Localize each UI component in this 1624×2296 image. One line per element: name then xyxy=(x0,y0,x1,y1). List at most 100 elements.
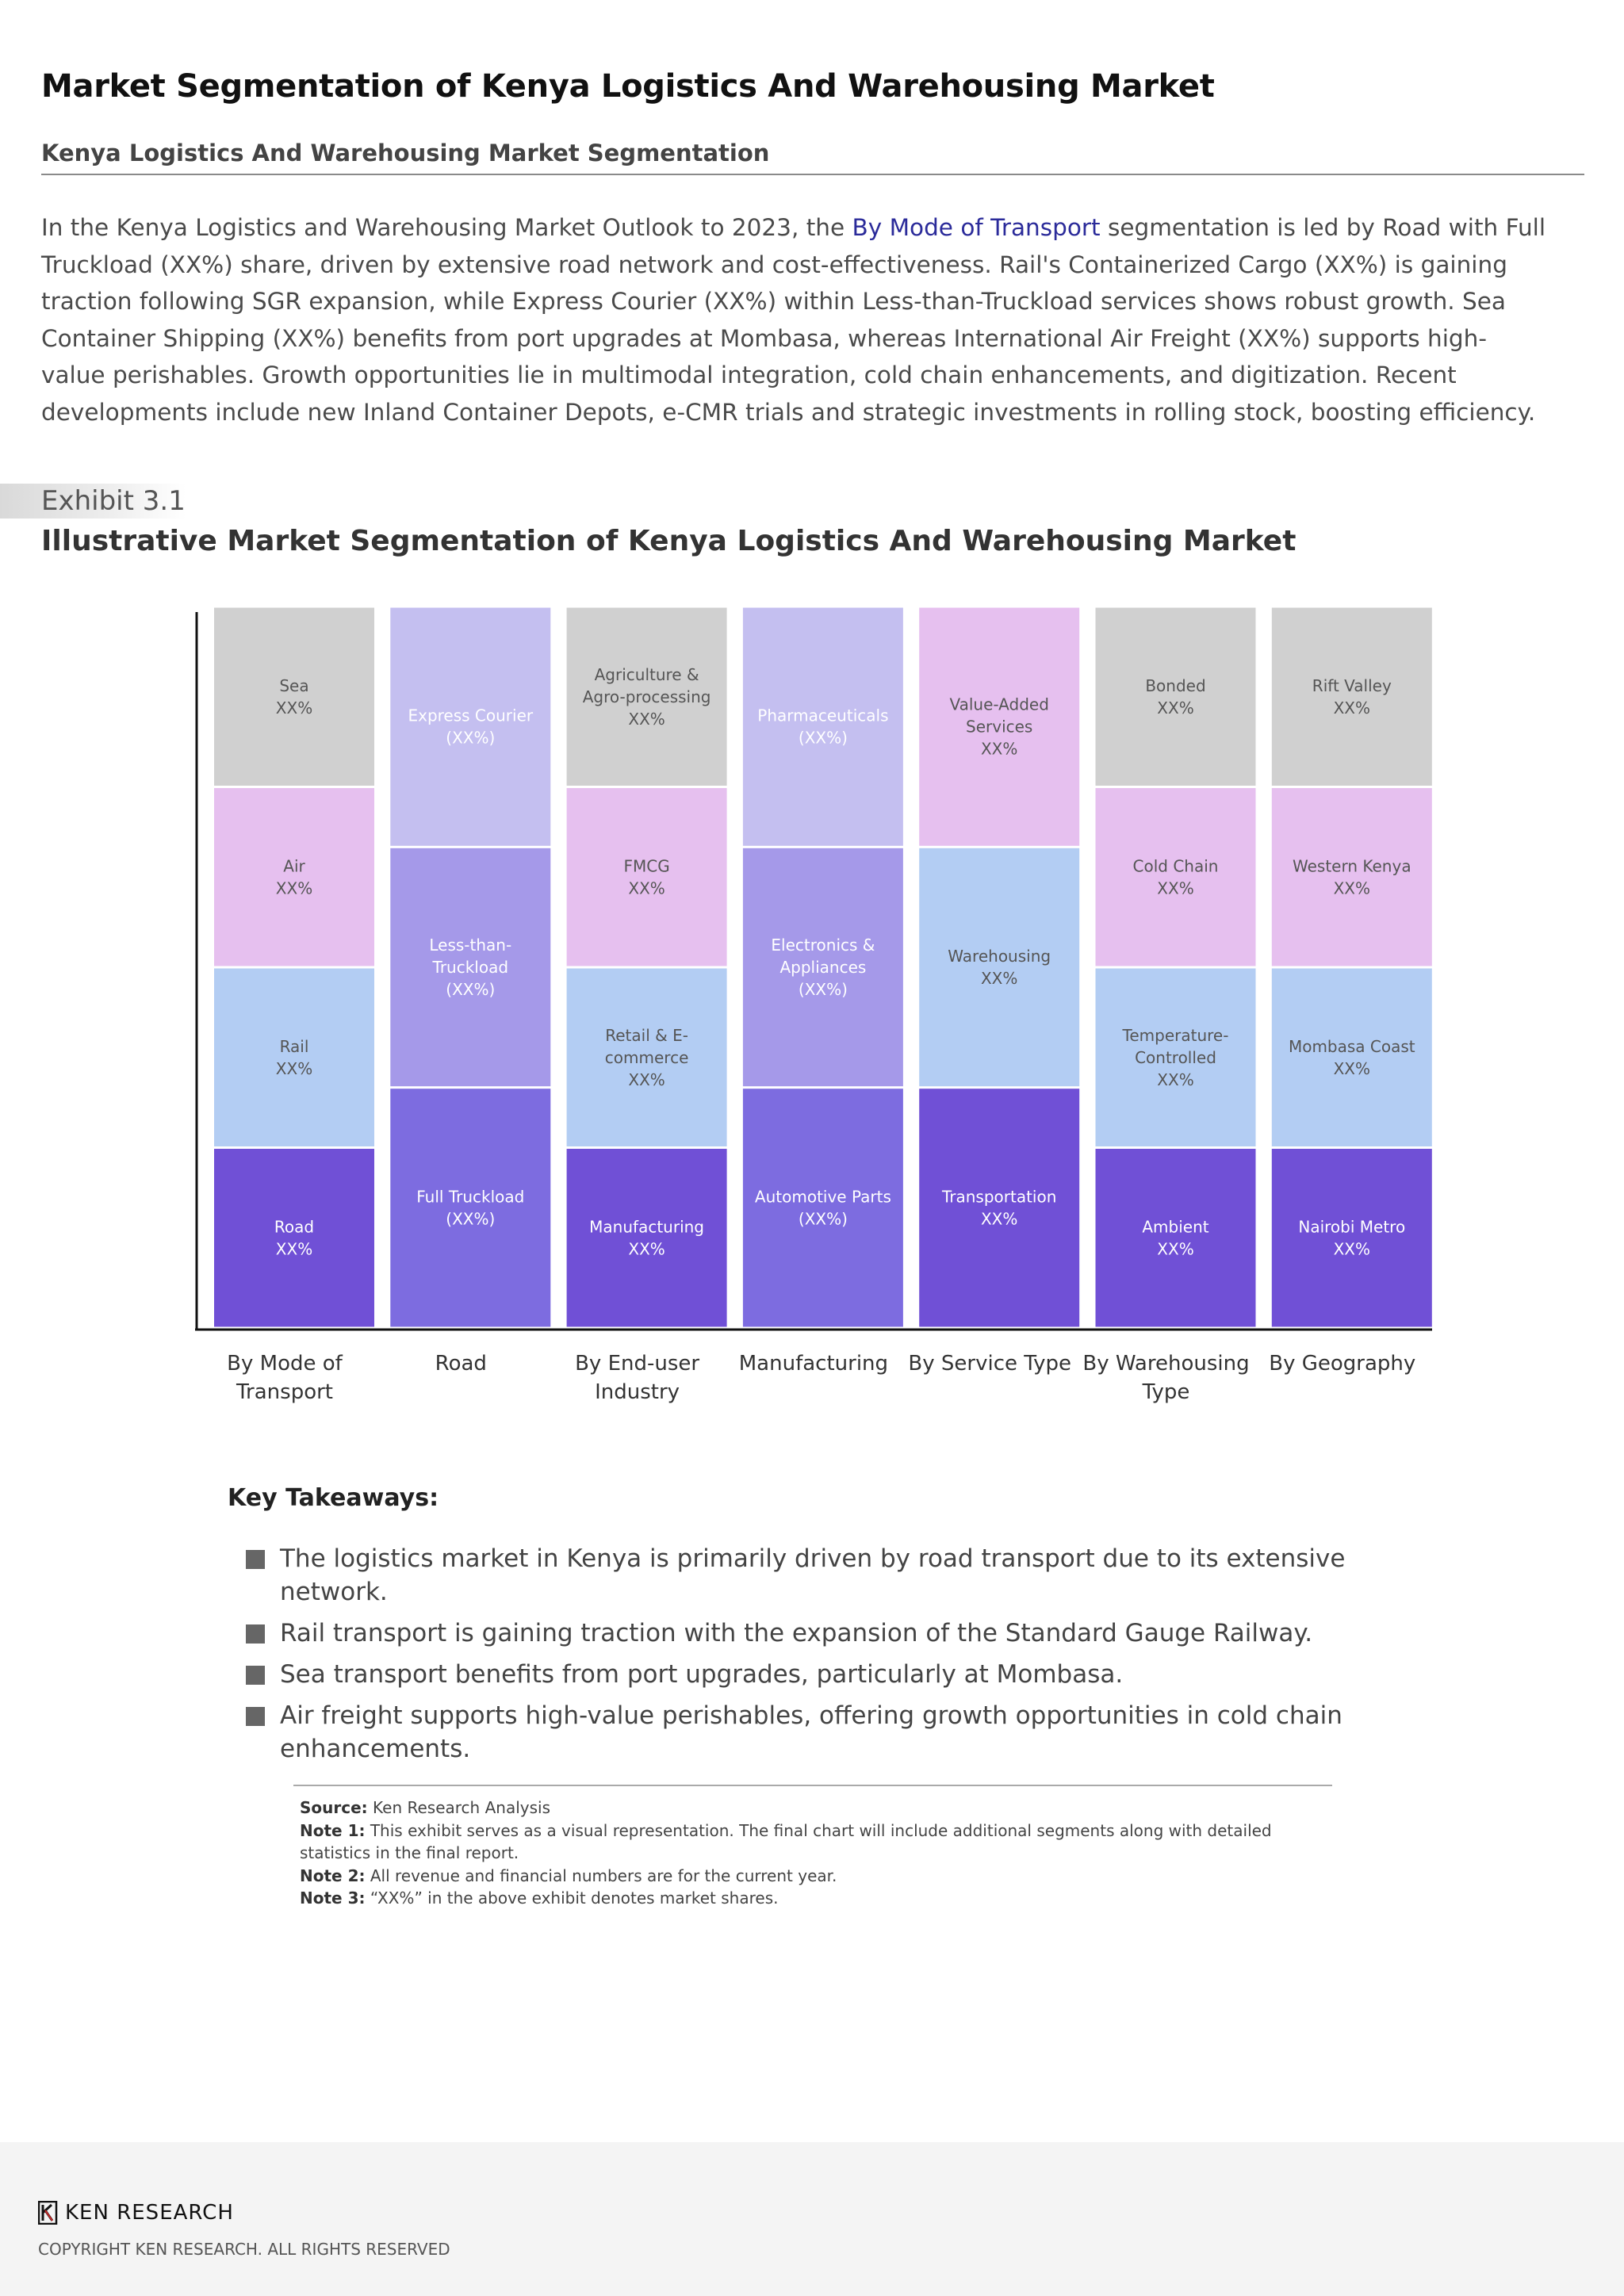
square-bullet-icon xyxy=(246,1707,265,1726)
segment-bar xyxy=(1271,1149,1432,1327)
segment-bar xyxy=(390,848,551,1087)
segment-label: Full Truckload (XX%) xyxy=(416,1187,524,1228)
segment-label: Warehousing XX% xyxy=(948,947,1051,988)
intro-text-end: segmentation is led by Road with Full Tr… xyxy=(41,214,1546,426)
segment-bar xyxy=(919,848,1080,1087)
takeaway-item: Air freight supports high-value perishab… xyxy=(246,1699,1388,1766)
segment-label: Pharmaceuticals (XX%) xyxy=(757,706,888,748)
segment-bar xyxy=(566,968,727,1146)
segment-bar xyxy=(214,1149,374,1327)
segment-bar xyxy=(214,968,374,1146)
segment-label: Automotive Parts (XX%) xyxy=(755,1187,891,1228)
note-2-text: All revenue and financial numbers are fo… xyxy=(365,1866,837,1885)
footer xyxy=(0,2142,1624,2296)
segment-label: Sea XX% xyxy=(276,676,312,718)
segment-bar xyxy=(1095,968,1256,1146)
title-divider xyxy=(41,174,1584,175)
source-line: Source: Ken Research Analysis xyxy=(300,1797,1331,1820)
copyright-text: COPYRIGHT KEN RESEARCH. ALL RIGHTS RESER… xyxy=(38,2240,450,2259)
exhibit-number: Exhibit 3.1 xyxy=(41,485,186,517)
key-takeaways-heading: Key Takeaways: xyxy=(228,1484,439,1512)
segment-bar xyxy=(919,1089,1080,1327)
square-bullet-icon xyxy=(246,1550,265,1569)
segment-bar xyxy=(566,788,727,966)
segment-label: Rail XX% xyxy=(276,1037,312,1078)
segment-bar xyxy=(1095,788,1256,966)
note-1-label: Note 1: xyxy=(300,1820,366,1840)
segment-label: Value-Added Services XX% xyxy=(949,695,1048,759)
takeaway-item: The logistics market in Kenya is primari… xyxy=(246,1542,1388,1609)
segment-bar xyxy=(1095,607,1256,786)
segmentation-chart: Road XX% Rail XX% Air XX% Sea XX% By Mode of Tran… xyxy=(195,607,1432,1404)
segment-label: Rift Valley XX% xyxy=(1312,676,1392,718)
segment-label: Air XX% xyxy=(276,856,312,897)
segment-label: Ambient XX% xyxy=(1142,1217,1208,1258)
square-bullet-icon xyxy=(246,1666,265,1685)
notes-block: Source: Ken Research Analysis Note 1: Th… xyxy=(300,1797,1331,1910)
note-3-label: Note 3: xyxy=(300,1888,366,1908)
square-bullet-icon xyxy=(246,1624,265,1644)
category-label: By Warehousing Type xyxy=(1082,1352,1249,1404)
segment-label: Less-than-Truckload (XX%) xyxy=(429,936,511,999)
segment-label: FMCG XX% xyxy=(623,856,669,897)
intro-paragraph: In the Kenya Logistics and Warehousing M… xyxy=(41,209,1548,430)
logo-text: KEN RESEARCH xyxy=(65,2201,234,2225)
segment-bar xyxy=(566,607,727,786)
segment-label: Cold Chain XX% xyxy=(1133,856,1219,897)
note-2-label: Note 2: xyxy=(300,1866,366,1885)
takeaway-item: Sea transport benefits from port upgrade… xyxy=(246,1658,1388,1691)
segment-bar xyxy=(214,607,374,786)
segment-label: Electronics & Appliances (XX%) xyxy=(771,936,875,999)
note-2: Note 2: All revenue and financial number… xyxy=(300,1865,1331,1888)
segment-label: Manufacturing XX% xyxy=(589,1217,704,1258)
segment-bar xyxy=(1271,788,1432,966)
segment-label: Bonded XX% xyxy=(1145,676,1205,718)
exhibit-band xyxy=(0,484,186,519)
category-label: By Mode of Transport xyxy=(227,1352,343,1404)
segment-bar xyxy=(1271,968,1432,1146)
segment-label: Agriculture & Agro-processing XX% xyxy=(583,665,711,729)
segment-label: Road XX% xyxy=(274,1217,314,1258)
segment-label: Mombasa Coast XX% xyxy=(1289,1037,1415,1078)
intro-highlight: By Mode of Transport xyxy=(852,214,1101,241)
segment-bar xyxy=(919,607,1080,846)
segment-label: Transportation XX% xyxy=(941,1187,1056,1228)
takeaway-item: Rail transport is gaining traction with … xyxy=(246,1617,1388,1650)
source-label: Source: xyxy=(300,1798,368,1817)
takeaway-text: Sea transport benefits from port upgrade… xyxy=(280,1660,1124,1689)
source-text: Ken Research Analysis xyxy=(367,1798,550,1817)
segment-bar xyxy=(1095,1149,1256,1327)
segment-label: Nairobi Metro XX% xyxy=(1298,1217,1405,1258)
segment-bar xyxy=(742,1089,903,1327)
page-title: Market Segmentation of Kenya Logistics A… xyxy=(41,68,1215,105)
segment-bar xyxy=(566,1149,727,1327)
category-label: Manufacturing xyxy=(739,1352,888,1376)
segment-label: Express Courier (XX%) xyxy=(408,706,533,748)
category-label: By End-user Industry xyxy=(575,1352,699,1404)
segment-bar xyxy=(1271,607,1432,786)
exhibit-title: Illustrative Market Segmentation of Keny… xyxy=(41,525,1297,557)
page-subtitle: Kenya Logistics And Warehousing Market S… xyxy=(41,140,770,166)
takeaway-text: The logistics market in Kenya is primari… xyxy=(280,1544,1346,1606)
segment-bar xyxy=(390,607,551,846)
segment-bar xyxy=(742,848,903,1087)
category-label: Road xyxy=(435,1352,487,1376)
ken-logo-icon xyxy=(38,2201,58,2225)
category-label: By Service Type xyxy=(908,1352,1071,1376)
segment-bar xyxy=(742,607,903,846)
note-1-text: This exhibit serves as a visual represen… xyxy=(300,1820,1272,1863)
segment-label: Temperature-Controlled XX% xyxy=(1122,1026,1229,1089)
key-takeaways-list: The logistics market in Kenya is primari… xyxy=(246,1542,1388,1774)
notes-divider xyxy=(293,1785,1332,1786)
takeaway-text: Rail transport is gaining traction with … xyxy=(280,1619,1313,1647)
ken-research-logo: KEN RESEARCH xyxy=(38,2201,234,2225)
intro-text-start: In the Kenya Logistics and Warehousing M… xyxy=(41,214,852,241)
takeaway-text: Air freight supports high-value perishab… xyxy=(280,1701,1342,1763)
note-3-text: “XX%” in the above exhibit denotes marke… xyxy=(365,1888,779,1908)
segment-label: Western Kenya XX% xyxy=(1293,856,1411,897)
segment-label: Retail & E-commerce XX% xyxy=(605,1026,689,1089)
note-1: Note 1: This exhibit serves as a visual … xyxy=(300,1820,1331,1865)
category-label: By Geography xyxy=(1269,1352,1415,1376)
segment-bar xyxy=(214,788,374,966)
note-3: Note 3: “XX%” in the above exhibit denot… xyxy=(300,1887,1331,1910)
